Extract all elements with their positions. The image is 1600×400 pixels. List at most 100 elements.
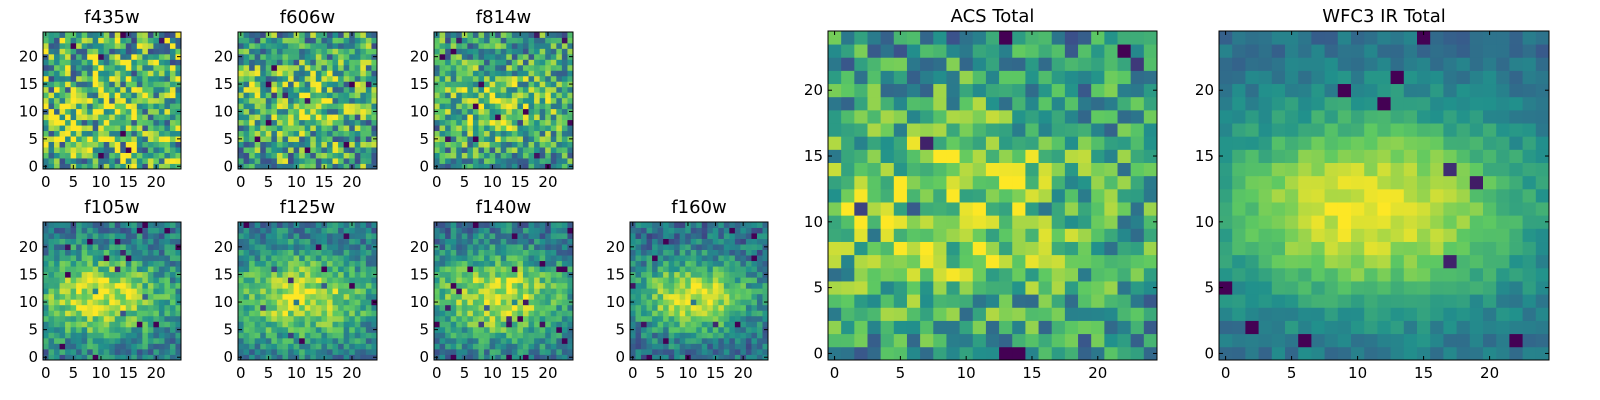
heatmap-cell [484,227,490,234]
heatmap-cell [282,42,289,49]
heatmap-cell [1143,202,1158,216]
heatmap-cell [707,299,714,306]
heatmap-cell [147,348,154,355]
heatmap-cell [841,320,855,335]
heatmap-cell [293,70,300,77]
heatmap-cell [265,147,272,153]
heatmap-cell [972,228,987,242]
heatmap-cell [65,158,71,164]
heatmap-cell [120,37,127,44]
heatmap-cell [472,136,479,142]
heatmap-cell [120,348,127,355]
heatmap-cell [456,337,463,344]
heatmap-cell [142,158,149,164]
heatmap-cell [76,125,83,132]
heatmap-cell [59,315,66,322]
heatmap-cell [534,321,541,328]
heatmap-cell [478,75,485,82]
heatmap-cell [87,249,94,256]
heatmap-cell [511,81,518,88]
heatmap-cell [114,299,121,306]
heatmap-cell [668,304,675,311]
heatmap-cell [65,249,71,256]
heatmap-cell [556,266,563,273]
heatmap-cell [467,136,474,142]
heatmap-cell [59,81,66,88]
heatmap-cell [500,260,507,267]
heatmap-cell [87,348,94,355]
heatmap-cell [707,288,714,295]
heatmap-cell [528,75,535,82]
heatmap-cell [76,304,83,311]
heatmap-cell [136,260,143,267]
heatmap-cell [484,354,490,361]
heatmap-cell [718,255,725,262]
heatmap-cell [326,103,333,110]
heatmap-cell [265,332,272,339]
heatmap-cell [293,64,300,71]
axes-frame [237,221,378,361]
heatmap-cell [478,304,485,311]
heatmap-cell [70,130,77,137]
heatmap-cell [76,271,83,278]
heatmap-cell [723,277,730,284]
heatmap-cell [517,141,524,148]
heatmap-cell [43,337,49,344]
heatmap-cell [365,310,372,317]
y-tick-label: 20 [214,238,233,256]
heatmap-cell [343,119,350,126]
heatmap-cell [371,114,378,121]
heatmap-cell [467,310,474,317]
heatmap-cell [48,64,55,71]
heatmap-cell [461,227,468,234]
heatmap-cell [734,238,741,245]
heatmap-cell [445,37,452,44]
heatmap-cell [299,222,306,228]
heatmap-cell [461,97,468,104]
heatmap-cell [131,70,138,77]
heatmap-cell [762,343,769,350]
axes-frame [237,31,378,170]
heatmap-cell [511,130,518,137]
heatmap-cell [472,75,479,82]
heatmap-cell [92,315,99,322]
heatmap-cell [556,114,563,121]
heatmap-cell [1078,307,1092,321]
y-tick-label: 0 [419,348,429,366]
heatmap-cell [54,37,60,44]
heatmap-cell [54,304,60,311]
heatmap-cell [120,163,127,170]
heatmap-cell [1064,162,1079,177]
heatmap-cell [696,282,703,289]
heatmap-cell [539,277,546,284]
heatmap-cell [495,97,502,104]
heatmap-cell [489,266,496,273]
heatmap-cell [534,141,541,148]
heatmap-cell [254,299,261,306]
heatmap-cell [288,92,294,99]
heatmap-cell [59,222,66,228]
heatmap-cell [271,244,278,250]
heatmap-cell [114,260,121,267]
heatmap-cell [517,75,524,82]
heatmap-cell [310,288,317,295]
heatmap-cell [707,222,714,228]
heatmap-cell [92,114,99,121]
heatmap-cell [445,59,452,66]
heatmap-cell [545,42,552,49]
heatmap-cell [880,254,895,269]
heatmap-cell [360,348,367,355]
heatmap-cell [556,125,563,132]
heatmap-cell [756,354,763,361]
heatmap-cell [48,81,55,88]
heatmap-cell [103,152,110,159]
heatmap-cell [332,310,339,317]
heatmap-cell [450,321,457,328]
heatmap-cell [545,130,552,137]
heatmap-cell [434,86,440,93]
heatmap-cell [734,227,741,234]
heatmap-cell [489,158,496,164]
heatmap-cell [147,125,154,132]
heatmap-cell [365,271,372,278]
heatmap-cell [343,103,350,110]
